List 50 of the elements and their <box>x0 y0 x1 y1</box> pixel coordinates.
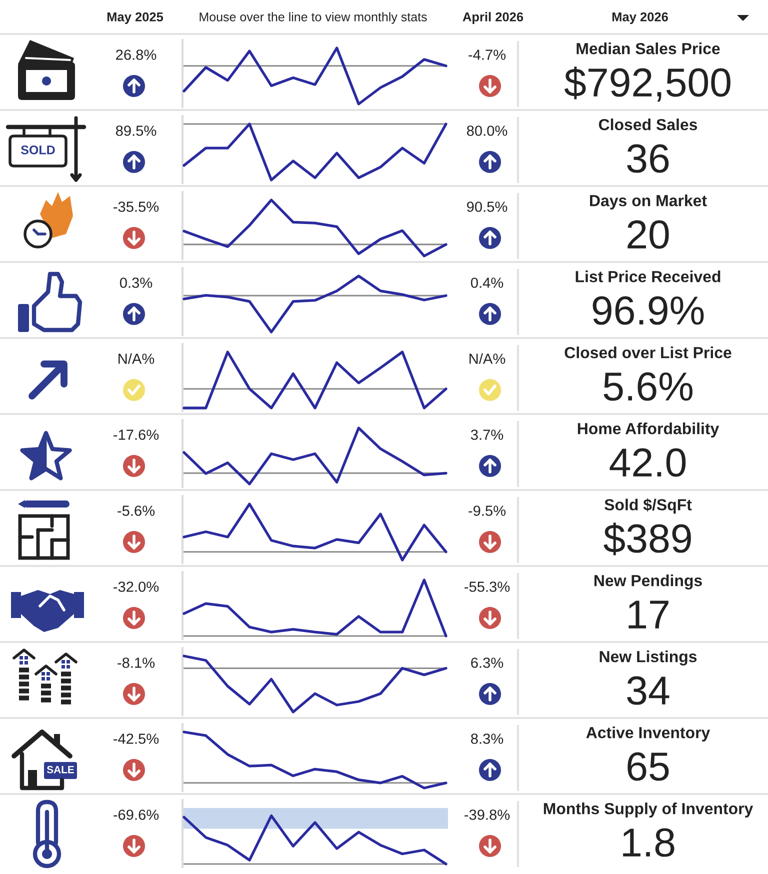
text: Months Supply of Inventory <box>544 802 754 818</box>
text: April 2026 <box>462 12 524 24</box>
text: -9.5% <box>468 506 506 516</box>
text: New Pendings <box>594 574 702 590</box>
text: 17 <box>628 600 668 628</box>
text: Home Affordability <box>578 422 720 438</box>
text: -4.7% <box>468 50 506 60</box>
text: SALE <box>46 766 74 774</box>
text: 5.6% <box>604 372 692 401</box>
text: Days on Market <box>590 194 707 210</box>
text: -5.6% <box>118 506 155 516</box>
text: 65 <box>628 752 669 781</box>
text: -55.3% <box>464 582 510 592</box>
text: Closed Sales <box>598 118 698 130</box>
text: -39.8% <box>464 810 510 820</box>
text: 0.4% <box>470 278 504 288</box>
text: 34 <box>627 676 670 705</box>
text: 8.3% <box>471 734 504 744</box>
text: 80.0% <box>466 126 508 136</box>
text: May 2026 <box>612 12 668 24</box>
text: N/A% <box>470 353 506 364</box>
text: Active Inventory <box>586 726 710 742</box>
text: Closed over List Price <box>564 346 732 358</box>
text: Median Sales Price <box>576 42 720 54</box>
text: 20 <box>628 220 669 249</box>
text: 6.3% <box>471 658 504 668</box>
text: -17.6% <box>114 430 159 440</box>
text: Mouse over the line to view monthly stats <box>200 12 427 24</box>
text: Sold $/SqFt <box>604 498 692 514</box>
text: 42.0 <box>610 448 686 477</box>
text: SOLD <box>21 146 55 154</box>
text: 89.5% <box>116 126 156 136</box>
text: 1.8 <box>623 828 674 857</box>
text: 96.9% <box>592 296 704 325</box>
text: -8.1% <box>118 658 155 668</box>
text: $389 <box>604 522 691 556</box>
text: New Listings <box>600 650 697 666</box>
text: 3.7% <box>470 430 504 440</box>
text: 90.5% <box>467 202 508 212</box>
text: May 2025 <box>107 12 164 24</box>
text: List Price Received <box>576 270 720 282</box>
text: N/A% <box>118 353 154 364</box>
text: 26.8% <box>116 50 156 60</box>
text: -35.5% <box>114 202 159 212</box>
text: 36 <box>627 144 669 173</box>
text: -32.0% <box>114 582 159 592</box>
text: -42.5% <box>114 734 159 744</box>
text: -69.6% <box>114 810 159 820</box>
text: $792,500 <box>564 66 730 102</box>
text: 0.3% <box>120 278 152 288</box>
